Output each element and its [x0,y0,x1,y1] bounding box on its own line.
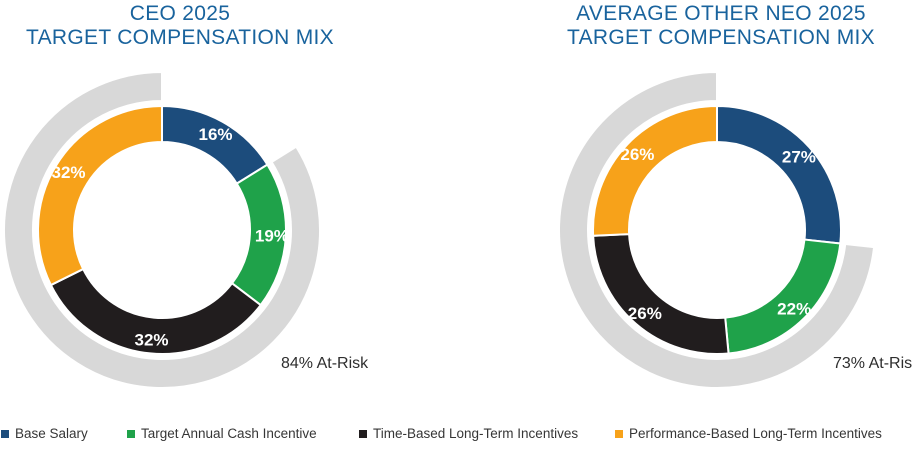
segment-base-salary [716,104,842,245]
donut-chart-ceo: 16% 19% 32% 32% [3,70,321,389]
chart-title-ceo: CEO 2025 TARGET COMPENSATION MIX [0,2,360,50]
at-risk-label-neo: 73% At-Risk [833,355,913,372]
segment-performance-based-long-term-incentives [592,104,718,237]
segment-performance-based-long-term-incentives [37,104,163,287]
legend-swatch-target-annual-cash-incentive-icon [127,429,135,438]
segment-label-base-salary: 27% [782,148,816,167]
legend-swatch-base-salary-icon [1,429,9,438]
at-risk-ring [3,70,321,389]
segment-label-time-based-long-term-incentives: 26% [628,304,662,323]
chart-title-ceo-line2: TARGET COMPENSATION MIX [26,26,334,49]
legend-swatch-performance-based-long-term-incentives-icon [615,429,623,438]
segment-label-target-annual-cash-incentive: 19% [255,226,289,245]
segment-label-target-annual-cash-incentive: 22% [777,300,811,319]
chart-title-neo-line1: AVERAGE OTHER NEO 2025 [576,2,866,25]
legend-label: Time-Based Long-Term Incentives [373,426,579,441]
at-risk-ring [558,70,876,389]
at-risk-label-ceo: 84% At-Risk [281,355,369,372]
donut-chart-neo: 27% 22% 26% 26% [558,70,876,389]
segment-base-salary [161,104,269,185]
segment-label-time-based-long-term-incentives: 32% [134,331,168,350]
legend-item-time-based-long-term-incentives: Time-Based Long-Term Incentives [359,426,578,441]
legend-label: Target Annual Cash Incentive [141,426,317,441]
legend-item-base-salary: Base Salary [1,426,88,441]
chart-title-neo: AVERAGE OTHER NEO 2025 TARGET COMPENSATI… [538,2,904,50]
segment-label-performance-based-long-term-incentives: 26% [620,145,654,164]
segment-time-based-long-term-incentives [49,267,263,355]
segment-label-base-salary: 16% [198,125,232,144]
chart-title-neo-line2: TARGET COMPENSATION MIX [567,26,875,49]
legend-label: Base Salary [15,426,88,441]
chart-title-ceo-line1: CEO 2025 [129,2,231,25]
legend-item-performance-based-long-term-incentives: Performance-Based Long-Term Incentives [615,426,882,441]
legend-swatch-time-based-long-term-incentives-icon [359,429,367,438]
legend-item-target-annual-cash-incentive: Target Annual Cash Incentive [127,426,317,441]
segment-label-performance-based-long-term-incentives: 32% [51,163,85,182]
legend-label: Performance-Based Long-Term Incentives [629,426,882,441]
